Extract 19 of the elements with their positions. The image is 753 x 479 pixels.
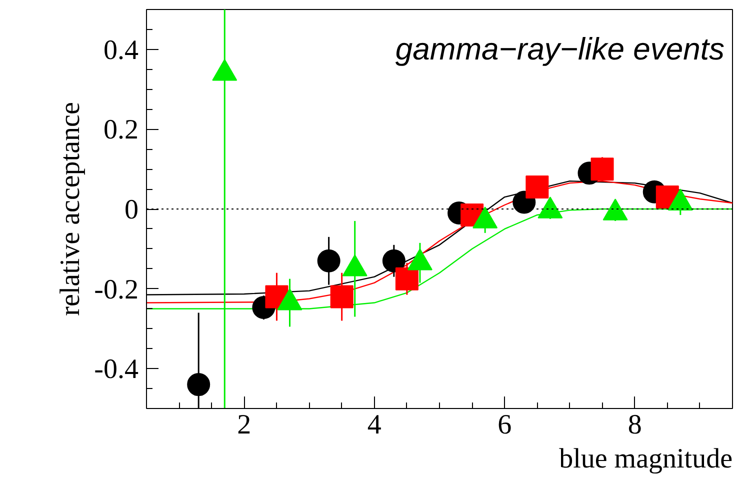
x-tick-label: 4: [367, 410, 382, 440]
y-tick-label: -0.2: [94, 274, 139, 306]
point: [526, 176, 549, 199]
x-tick-label: 8: [628, 410, 642, 440]
y-tick-label: -0.4: [94, 354, 139, 386]
y-tick-label: 0.4: [104, 34, 138, 66]
x-axis-title: blue magnitude: [559, 444, 733, 474]
point: [590, 158, 614, 181]
y-tick-label: 0.2: [104, 114, 138, 146]
point: [330, 285, 354, 308]
x-tick-label: 2: [237, 410, 252, 440]
annotation: gamma−ray−like events: [395, 32, 725, 66]
point: [382, 249, 406, 272]
point: [317, 249, 340, 272]
y-axis-title: relative acceptance: [55, 102, 86, 316]
y-tick-label: 0: [124, 194, 138, 226]
point: [187, 373, 210, 396]
point: [395, 267, 418, 290]
x-tick-label: 6: [498, 410, 512, 440]
